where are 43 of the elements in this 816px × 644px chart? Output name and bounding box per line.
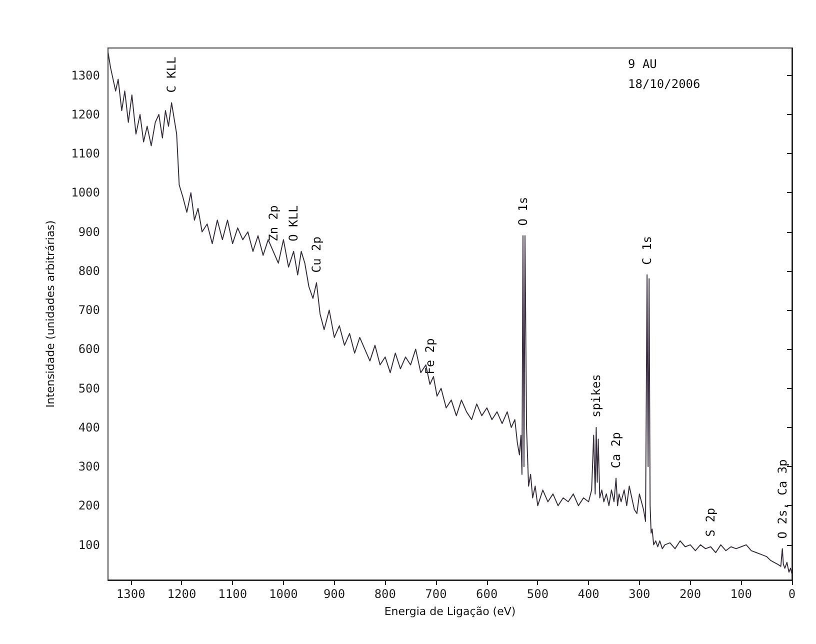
x-tick-label: 300 — [628, 587, 650, 601]
x-tick-label: 0 — [788, 587, 796, 601]
x-tick-label: 100 — [730, 587, 752, 601]
x-tick-label: 800 — [374, 587, 396, 601]
annotation: Cu 2p — [310, 236, 324, 273]
y-tick-label: 100 — [78, 538, 100, 552]
x-tick-label: 1000 — [268, 587, 298, 601]
annotation: C 1s — [640, 236, 654, 265]
annotation: Ca 2p — [609, 432, 624, 468]
y-tick-label: 1200 — [71, 108, 100, 122]
y-tick-label: 400 — [78, 420, 100, 434]
x-tick-label: 700 — [425, 587, 447, 601]
annotation: O KLL — [286, 205, 301, 242]
y-tick-label: 200 — [78, 498, 100, 513]
annotation: spikes — [589, 374, 604, 418]
annotation: Zn 2p — [266, 205, 280, 242]
y-tick-label: 300 — [78, 460, 100, 474]
annotation: O 2s, Ca 3p — [775, 459, 790, 539]
y-axis-title: Intensidade (unidades arbitrárias) — [44, 220, 57, 408]
x-tick-label: 500 — [526, 587, 549, 601]
y-tick-label: 600 — [78, 342, 100, 356]
annotation: 18/10/2006 — [628, 77, 700, 91]
y-tick-label: 1100 — [71, 146, 100, 161]
annotation: 9 AU — [628, 57, 657, 71]
x-tick-label: 600 — [476, 587, 498, 601]
x-tick-label: 900 — [323, 587, 346, 601]
annotation: C KLL — [164, 56, 179, 93]
x-tick-label: 400 — [578, 587, 600, 601]
y-tick-label: 1000 — [71, 186, 100, 200]
x-tick-label: 1300 — [116, 587, 146, 601]
y-tick-label: 700 — [78, 303, 100, 318]
x-tick-label: 1100 — [218, 587, 248, 601]
x-tick-label: 200 — [679, 587, 702, 601]
y-tick-label: 900 — [78, 224, 100, 239]
x-tick-label: 1200 — [167, 587, 196, 601]
line-series — [108, 51, 792, 575]
x-axis-title: Energia de Ligação (eV) — [384, 605, 516, 618]
annotation: O 1s — [516, 196, 530, 226]
y-tick-label: 800 — [78, 264, 100, 278]
annotation: Fe 2p — [422, 338, 437, 374]
annotation: S 2p — [704, 508, 718, 537]
y-tick-label: 1300 — [71, 68, 100, 82]
y-tick-label: 500 — [78, 381, 100, 396]
